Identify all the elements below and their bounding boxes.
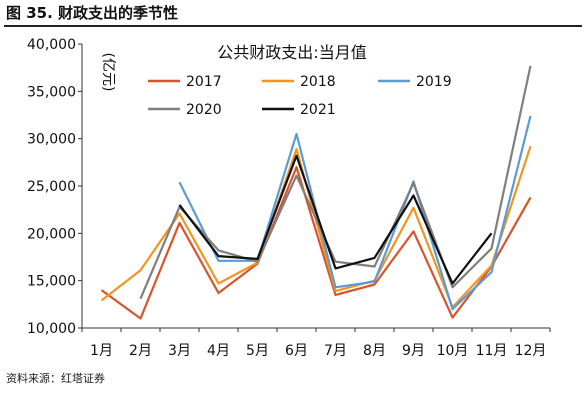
chart-title: 公共财政支出:当月值	[217, 43, 366, 62]
y-tick-label: 25,000	[27, 179, 76, 195]
y-tick-label: 20,000	[27, 226, 76, 242]
x-tick-label: 6月	[285, 343, 308, 359]
series-line-2020	[139, 65, 532, 300]
legend-label: 2018	[300, 74, 336, 90]
x-tick-label: 3月	[168, 343, 191, 359]
x-tick-label: 2月	[129, 343, 152, 359]
chart-legend: 2017 2018 2019 2020 2021	[148, 74, 452, 118]
y-tick-label: 40,000	[27, 37, 76, 53]
y-tick-label: 30,000	[27, 132, 76, 148]
series-line-2021	[178, 154, 493, 285]
legend-label: 2019	[416, 74, 452, 90]
title-divider	[4, 25, 582, 27]
legend-label: 2021	[300, 102, 336, 118]
x-tick-label: 12月	[515, 343, 547, 359]
x-tick-label: 7月	[324, 343, 347, 359]
x-tick-label: 11月	[476, 343, 508, 359]
series-line-2017	[100, 166, 532, 320]
x-tick-label: 5月	[246, 343, 269, 359]
chart-ticks: 10,000 15,000 20,000 25,000 30,000 35,000 40,0…	[27, 37, 551, 359]
x-tick-label: 1月	[90, 343, 113, 359]
series-line-2018	[100, 145, 532, 309]
x-tick-label: 9月	[402, 343, 425, 359]
legend-label: 2017	[186, 74, 222, 90]
y-tick-label: 35,000	[27, 84, 76, 100]
y-tick-label: 10,000	[27, 321, 76, 337]
chart-series	[100, 65, 532, 320]
x-tick-label: 8月	[363, 343, 386, 359]
legend-label: 2020	[186, 102, 222, 118]
x-tick-label: 4月	[207, 343, 230, 359]
y-axis-label: (亿元)	[100, 53, 116, 92]
source-note: 资料来源：红塔证券	[6, 372, 105, 385]
x-tick-label: 10月	[437, 343, 469, 359]
y-tick-label: 15,000	[27, 274, 76, 290]
series-line-2019	[178, 115, 532, 311]
figure-title: 图 35. 财政支出的季节性	[6, 4, 179, 22]
